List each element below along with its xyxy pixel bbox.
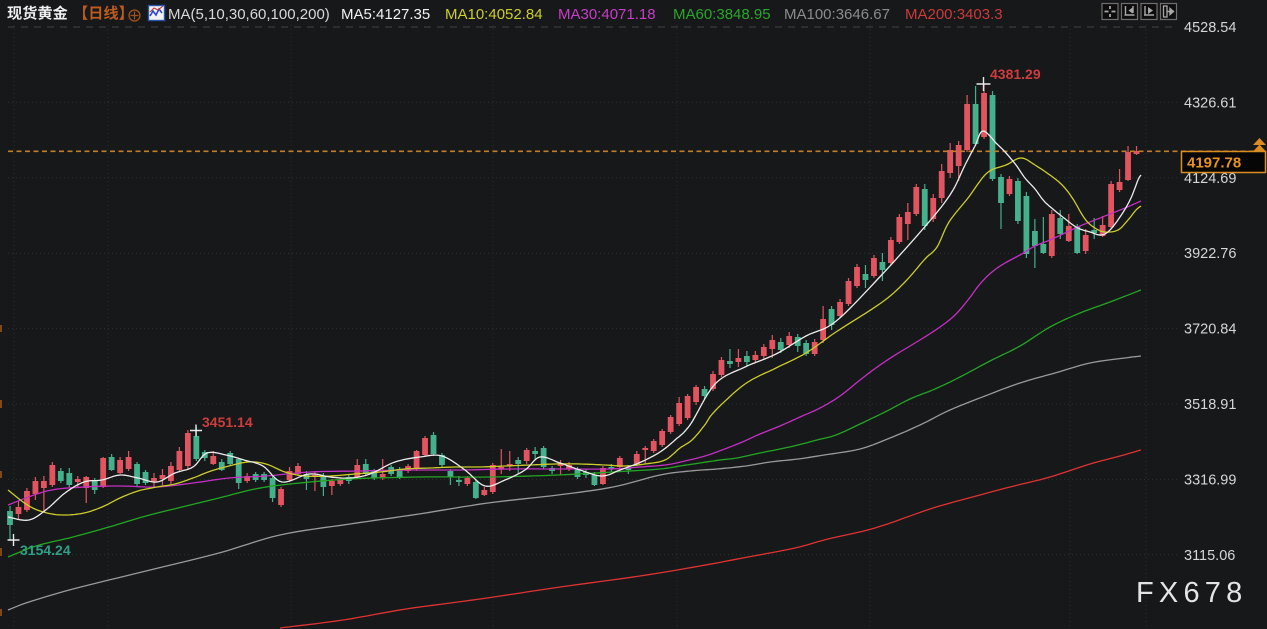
svg-text:MA30:4071.18: MA30:4071.18 [558,6,656,23]
svg-text:3115.06: 3115.06 [1184,548,1235,564]
svg-text:4197.78: 4197.78 [1187,155,1241,172]
svg-text:3451.14: 3451.14 [202,414,253,430]
svg-text:3154.24: 3154.24 [20,542,71,558]
svg-text:4381.29: 4381.29 [990,66,1041,82]
svg-text:MA100:3646.67: MA100:3646.67 [784,6,890,23]
svg-text:MA10:4052.84: MA10:4052.84 [445,6,543,23]
svg-text:4326.61: 4326.61 [1184,95,1236,111]
svg-text:MA5:4127.35: MA5:4127.35 [341,6,430,23]
svg-text:3316.99: 3316.99 [1184,472,1236,488]
svg-text:4124.69: 4124.69 [1184,171,1236,187]
svg-text:4528.54: 4528.54 [1184,20,1236,36]
svg-text:MA(5,10,30,60,100,200): MA(5,10,30,60,100,200) [168,6,330,23]
svg-text:MA200:3403.3: MA200:3403.3 [905,6,1003,23]
svg-text:FX678: FX678 [1136,577,1247,609]
svg-text:MA60:3848.95: MA60:3848.95 [673,6,771,23]
svg-text:3518.91: 3518.91 [1184,397,1236,413]
svg-text:3922.76: 3922.76 [1184,246,1236,262]
svg-text:3720.84: 3720.84 [1184,322,1236,338]
